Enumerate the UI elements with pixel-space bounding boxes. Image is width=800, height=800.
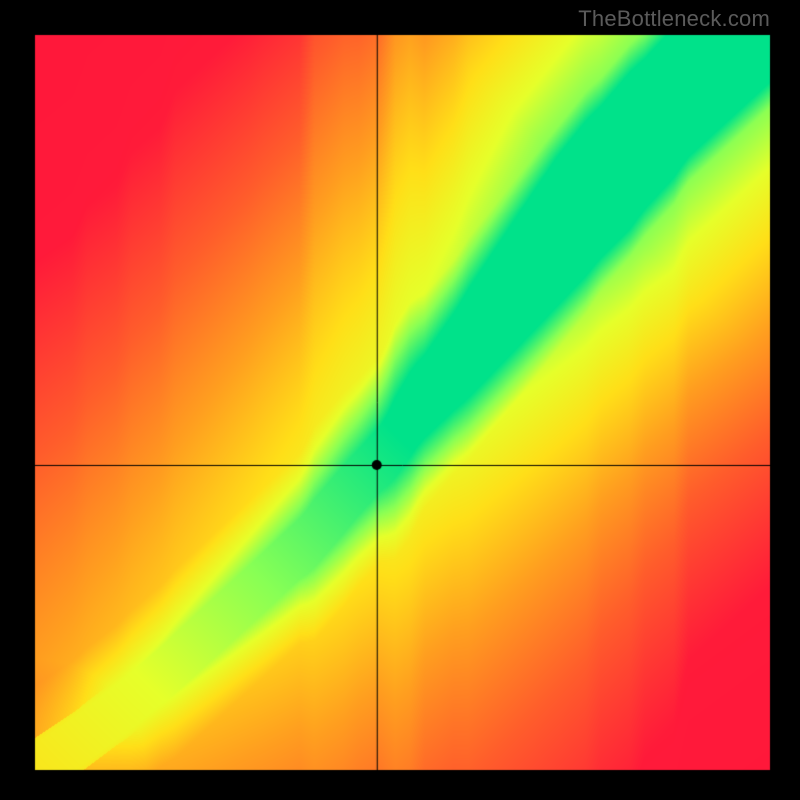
chart-container: { "meta": { "watermark": "TheBottleneck.… bbox=[0, 0, 800, 800]
bottleneck-heatmap bbox=[0, 0, 800, 800]
watermark-text: TheBottleneck.com bbox=[578, 6, 770, 32]
